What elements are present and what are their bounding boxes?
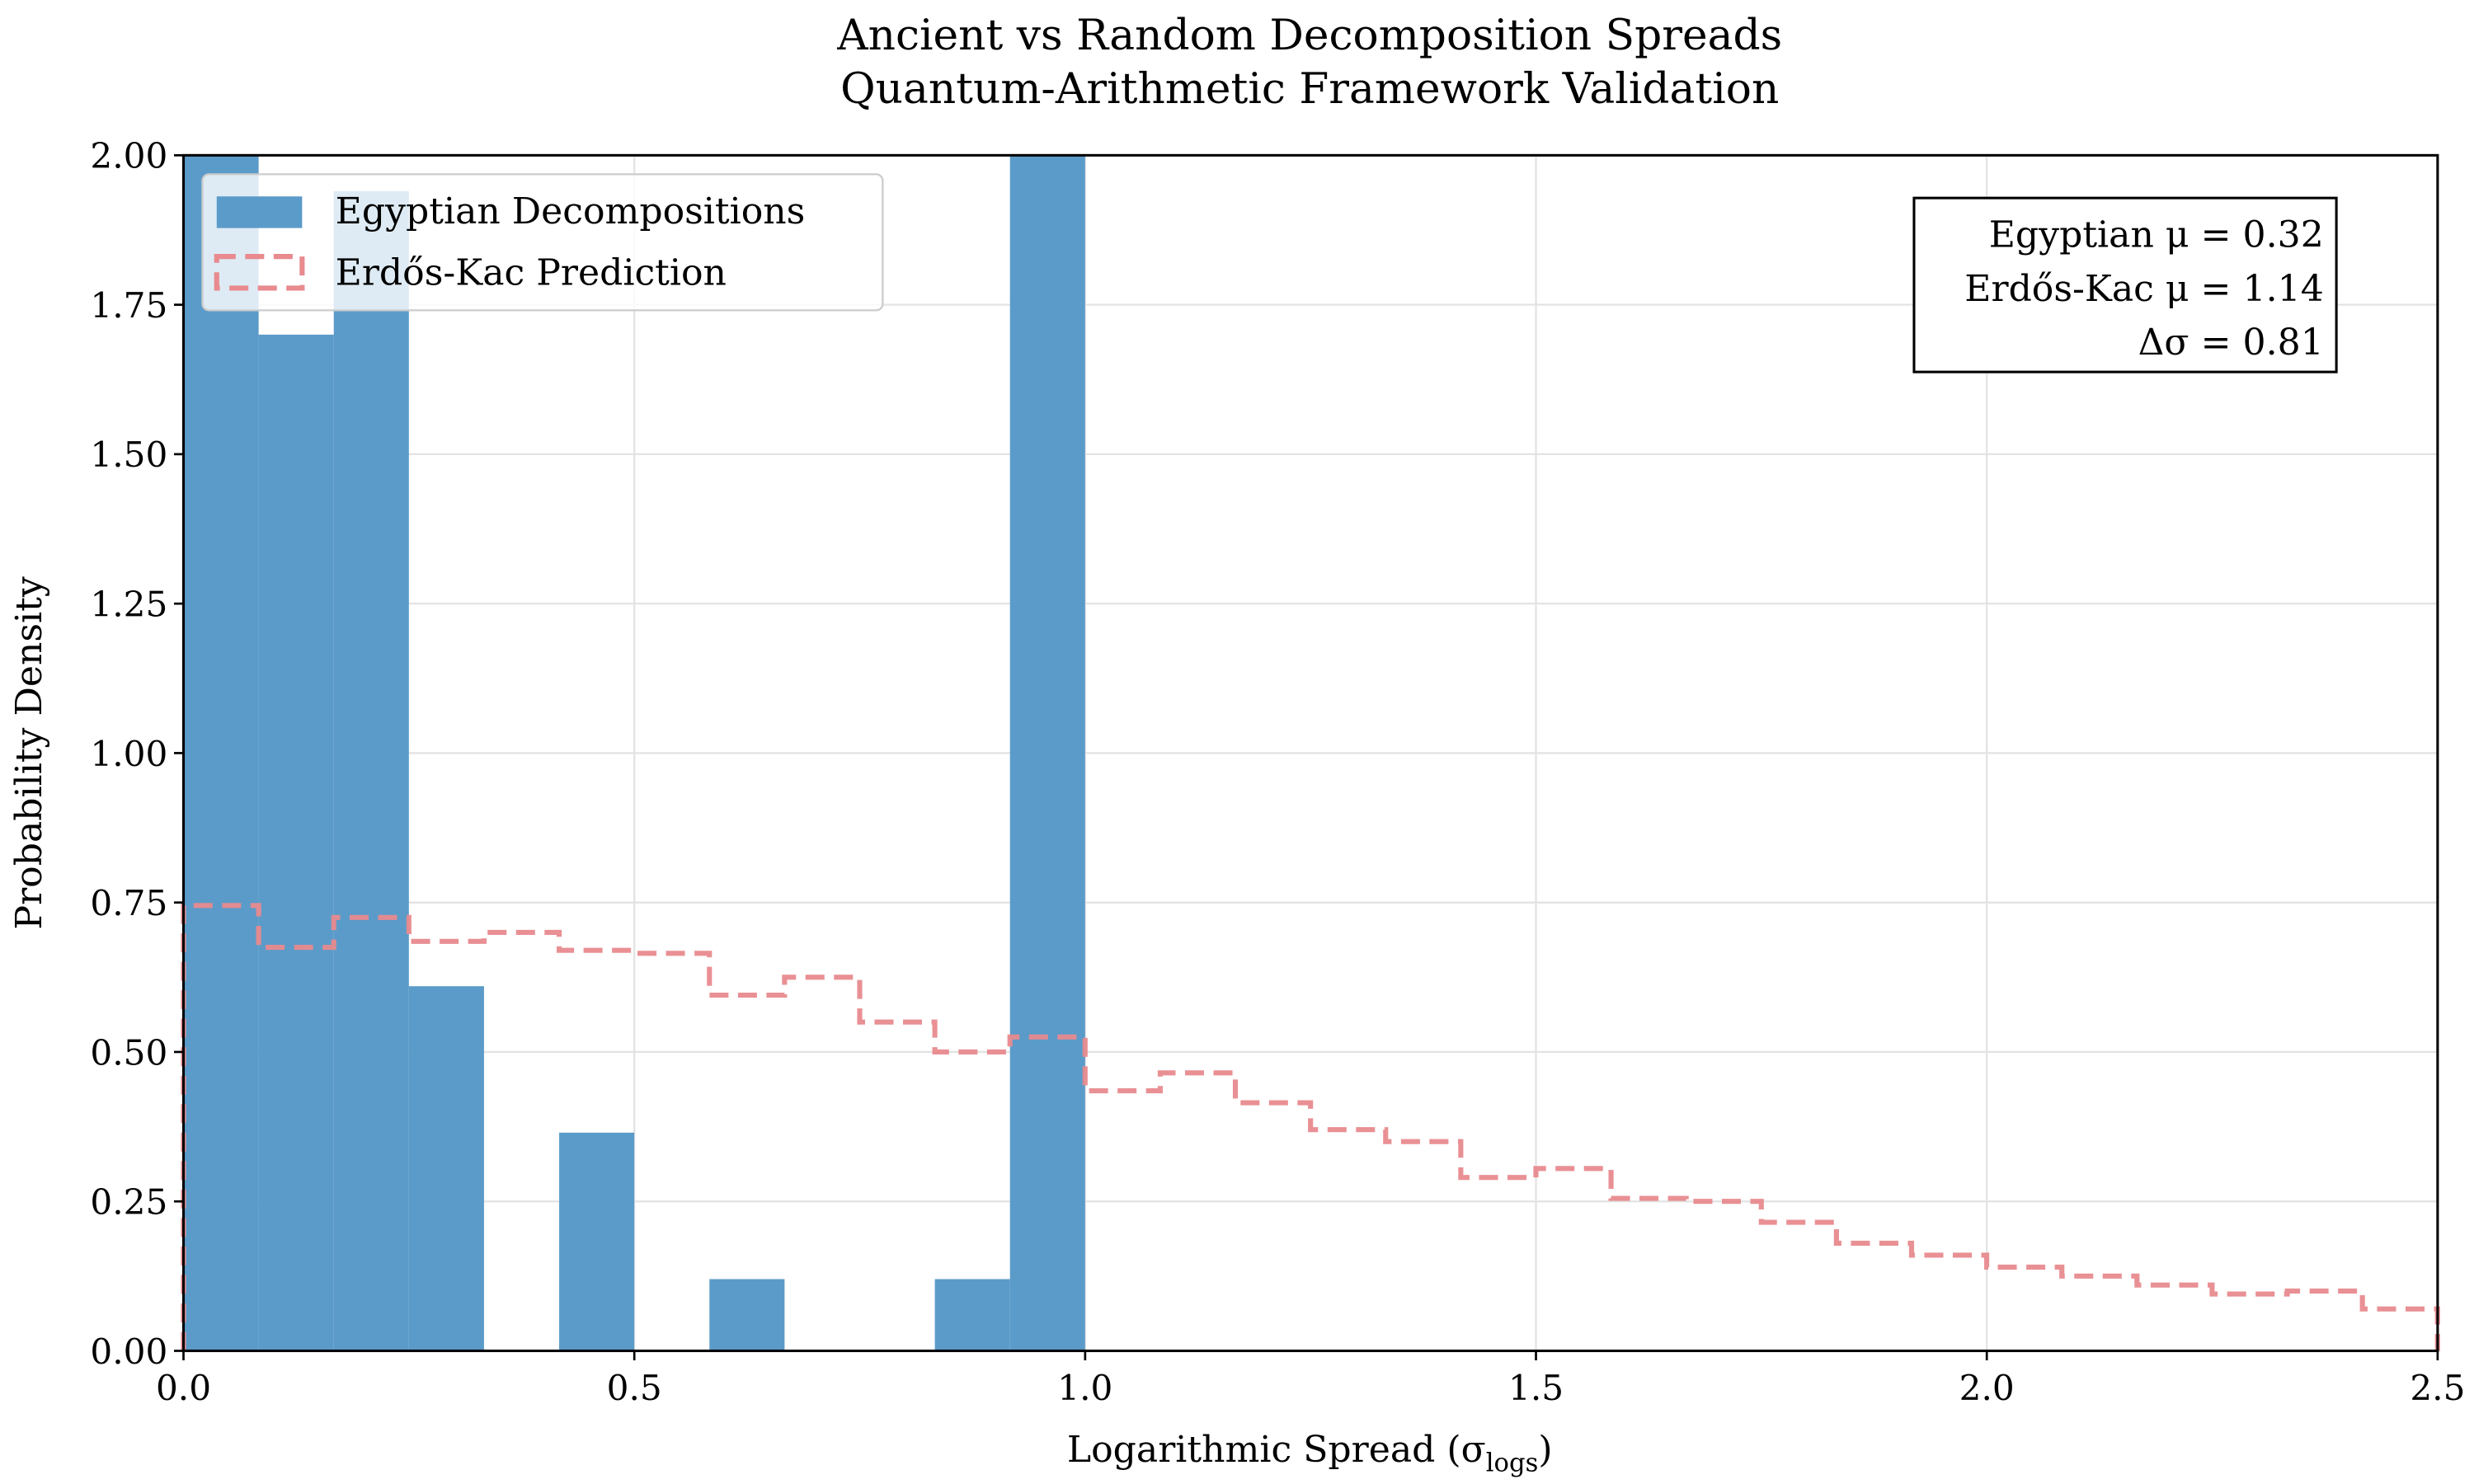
y-tick-label: 2.00 [90, 136, 167, 176]
y-axis-label: Probability Density [8, 576, 50, 929]
histogram-bar [934, 1279, 1010, 1351]
histogram-bar [709, 1279, 785, 1351]
y-tick-label: 0.75 [90, 883, 167, 923]
y-axis-ticks: 0.00 0.25 0.50 0.75 1.00 1.25 1.50 1.75 2.00 [90, 136, 184, 1372]
stats-erdos-kac-mean: Erdős-Kac μ = 1.14 [1964, 268, 2323, 310]
histogram-bar [258, 334, 334, 1351]
y-tick-label: 0.50 [90, 1032, 167, 1073]
legend: Egyptian Decompositions Erdős-Kac Predic… [201, 173, 884, 312]
stats-annotation: Egyptian μ = 0.32 Erdős-Kac μ = 1.14 Δσ … [1912, 196, 2338, 373]
histogram-bar [333, 190, 409, 1351]
x-axis-label: Logarithmic Spread (σlogs) [1067, 1429, 1553, 1478]
y-tick-label: 1.25 [90, 585, 167, 625]
x-axis-ticks: 0.0 0.5 1.0 1.5 2.0 2.5 [156, 1350, 2465, 1408]
x-tick-label: 2.0 [1959, 1368, 2015, 1408]
x-tick-label: 1.5 [1508, 1368, 1564, 1408]
x-tick-label: 1.0 [1057, 1368, 1112, 1408]
x-tick-label: 0.5 [607, 1368, 662, 1408]
legend-swatch-erdos-kac [214, 254, 305, 291]
histogram-bar [1009, 155, 1085, 1351]
erdos-kac-step-line [181, 903, 2440, 1351]
histogram-bar [408, 986, 484, 1351]
legend-box [201, 173, 884, 312]
chart-title: Ancient vs Random Decomposition Spreads [836, 11, 1782, 60]
legend-label-erdos-kac: Erdős-Kac Prediction [336, 252, 727, 294]
x-tick-label: 2.5 [2410, 1368, 2465, 1408]
y-tick-label: 0.25 [90, 1182, 167, 1223]
histogram-bar [183, 155, 259, 1351]
y-tick-label: 1.75 [90, 285, 167, 326]
y-tick-label: 1.00 [90, 734, 167, 774]
legend-swatch-egyptian [216, 196, 303, 228]
histogram-bar [559, 1132, 635, 1351]
egyptian-bars [183, 155, 1085, 1351]
stats-delta-sigma: Δσ = 0.81 [2138, 322, 2324, 364]
stats-box [1912, 196, 2338, 373]
x-tick-label: 0.0 [156, 1368, 211, 1408]
chart-subtitle: Quantum-Arithmetic Framework Validation [840, 64, 1779, 114]
legend-label-egyptian: Egyptian Decompositions [336, 190, 806, 232]
stats-egyptian-mean: Egyptian μ = 0.32 [1989, 214, 2324, 256]
y-tick-label: 0.00 [90, 1331, 167, 1372]
y-tick-label: 1.50 [90, 434, 167, 475]
